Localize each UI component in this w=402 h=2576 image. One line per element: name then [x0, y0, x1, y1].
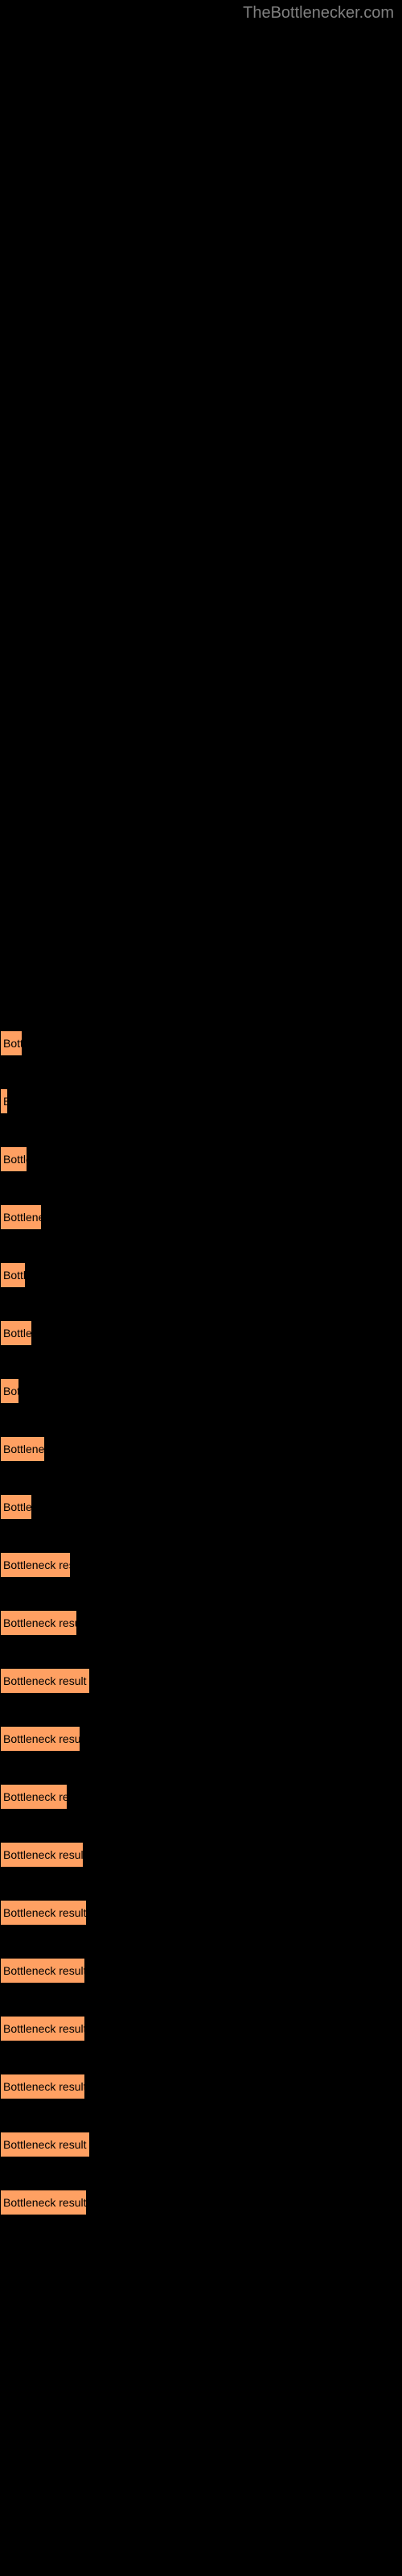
bar: Bottleneck result	[0, 1726, 80, 1752]
bar-label: Bottleneck result	[3, 2022, 85, 2035]
bar-label: Bottlenec	[3, 1211, 42, 1224]
bar-label: Bottleneck result	[3, 1906, 87, 1919]
bar-row: Bottleneck result	[0, 1710, 402, 1768]
bar-label: Bottleneck re	[3, 1790, 68, 1803]
bar: Bottle	[0, 1146, 27, 1172]
bar-row: Bottleneck re	[0, 1768, 402, 1826]
bar-row: Bottleneck result	[0, 1884, 402, 1942]
bar: Bottleneck result	[0, 1668, 90, 1694]
bar-label: Bottleneck result	[3, 1732, 80, 1745]
bar-row: Bottle	[0, 1130, 402, 1188]
watermark-text: TheBottlenecker.com	[243, 4, 394, 23]
bar-row: Bottlenec	[0, 1188, 402, 1246]
bar: Bottlene	[0, 1320, 32, 1346]
bar-superscript: .	[6, 1084, 9, 1092]
bar-label: Bottleneck result	[3, 1674, 87, 1687]
bar: Bottleneck result	[0, 2016, 85, 2041]
bar-label: Bottleneck result	[3, 1848, 84, 1861]
bar-label: Bottlene	[3, 1327, 32, 1340]
bar-label: Bottleneck result	[3, 1964, 85, 1977]
bar-label: Bottlen	[3, 1501, 32, 1513]
bar-label: Bottle	[3, 1269, 26, 1282]
bar-label: B	[3, 1095, 8, 1108]
bar-label: Bottleneck result	[3, 2138, 87, 2151]
bar-row: Bott	[0, 1362, 402, 1420]
bar-row: Bottleneck resu	[0, 1594, 402, 1652]
bar-chart: Bottl.BBottleBottlenecBottleBottleneBott…	[0, 1014, 402, 2231]
bar: Bottleneck resu	[0, 1610, 77, 1636]
bar-row: Bottlen	[0, 1478, 402, 1536]
bar: Bottleneck	[0, 1436, 45, 1462]
bar: Bottlenec	[0, 1204, 42, 1230]
bar-row: Bottleneck result	[0, 2000, 402, 2058]
bar: Bottleneck result	[0, 2190, 87, 2215]
bar-row: Bottleneck result	[0, 1826, 402, 1884]
bar-row: Bottlene	[0, 1304, 402, 1362]
bar-label: Bott	[3, 1385, 19, 1397]
bar: Bottleneck result	[0, 1900, 87, 1926]
bar-label: Bottleneck result	[3, 2196, 87, 2209]
bar-row: Bottleneck result	[0, 2116, 402, 2174]
bar: Bottlen	[0, 1494, 32, 1520]
bar-label: Bottle	[3, 1153, 27, 1166]
bar: Bottleneck result	[0, 2132, 90, 2157]
bar-label: Bottl	[3, 1037, 23, 1050]
bar: Bottleneck re	[0, 1784, 68, 1810]
bar-row: Bottleneck result	[0, 1652, 402, 1710]
bar-label: Bottleneck	[3, 1443, 45, 1455]
bar-label: Bottleneck res	[3, 1558, 71, 1571]
bar-row: Bottleneck result	[0, 2174, 402, 2231]
bar-row: .B	[0, 1072, 402, 1130]
bar: Bottleneck res	[0, 1552, 71, 1578]
bar-row: Bottle	[0, 1246, 402, 1304]
bar: Bottleneck result	[0, 1842, 84, 1868]
bar-label: Bottleneck result	[3, 2080, 85, 2093]
bar-row: Bottleneck	[0, 1420, 402, 1478]
bar: Bottl	[0, 1030, 23, 1056]
bar: Bottleneck result	[0, 1958, 85, 1984]
bar: Bottle	[0, 1262, 26, 1288]
bar-row: Bottleneck result	[0, 1942, 402, 2000]
bar-row: Bottleneck res	[0, 1536, 402, 1594]
bar-row: Bottleneck result	[0, 2058, 402, 2116]
bar-label: Bottleneck resu	[3, 1616, 77, 1629]
bar: Bottleneck result	[0, 2074, 85, 2099]
bar-row: Bottl	[0, 1014, 402, 1072]
bar: Bott	[0, 1378, 19, 1404]
